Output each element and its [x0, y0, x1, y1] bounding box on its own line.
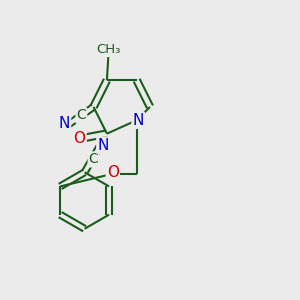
Text: O: O	[74, 130, 86, 146]
Text: C: C	[76, 108, 86, 122]
Text: O: O	[107, 165, 119, 180]
Text: CH₃: CH₃	[96, 43, 121, 56]
Text: N: N	[59, 116, 70, 131]
Text: N: N	[98, 138, 109, 153]
Text: C: C	[89, 152, 98, 167]
Text: N: N	[132, 113, 144, 128]
